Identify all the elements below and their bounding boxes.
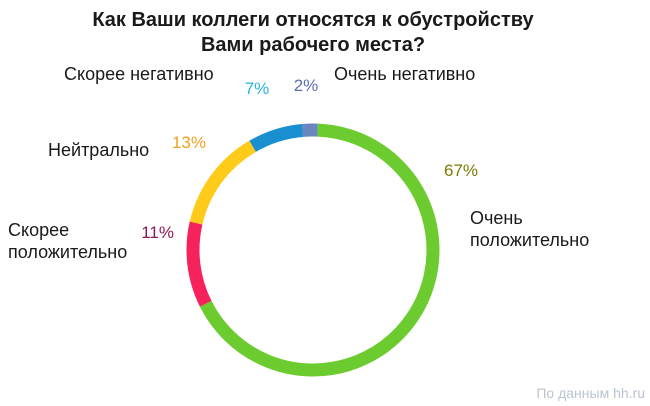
donut-slice-3 xyxy=(189,140,257,225)
source-note: По данным hh.ru xyxy=(536,385,645,401)
slice-label-line: Очень xyxy=(470,208,523,228)
slice-label-0: Очень негативно xyxy=(334,64,475,84)
donut-slice-4 xyxy=(249,123,304,152)
slice-percent-3: 13% xyxy=(172,133,206,152)
slice-label-line: положительно xyxy=(8,242,127,262)
slice-label-2: Скорее положительно xyxy=(8,220,127,262)
donut-slices xyxy=(186,123,440,377)
slice-label-line: положительно xyxy=(470,230,589,250)
slice-percent-0: 2% xyxy=(294,76,319,95)
chart-title-line-1: Как Ваши коллеги относятся к обустройств… xyxy=(92,9,534,31)
slice-label-1: Очень положительно xyxy=(470,208,589,250)
slice-label-line: Очень негативно xyxy=(334,64,475,84)
slice-label-line: Скорее негативно xyxy=(64,64,214,84)
slice-percent-1: 67% xyxy=(444,161,478,180)
chart-title: Как Ваши коллеги относятся к обустройств… xyxy=(92,9,534,56)
slice-label-4: Скорее негативно xyxy=(64,64,214,84)
donut-slice-2 xyxy=(186,221,212,307)
slice-label-line: Нейтрально xyxy=(48,140,149,160)
slice-label-line: Скорее xyxy=(8,220,69,240)
chart-title-line-2: Вами рабочего места? xyxy=(201,34,425,56)
slice-label-3: Нейтрально xyxy=(48,140,149,160)
slice-percent-2: 11% xyxy=(141,223,174,242)
donut-slice-1 xyxy=(199,123,440,377)
slice-percent-4: 7% xyxy=(245,79,270,98)
